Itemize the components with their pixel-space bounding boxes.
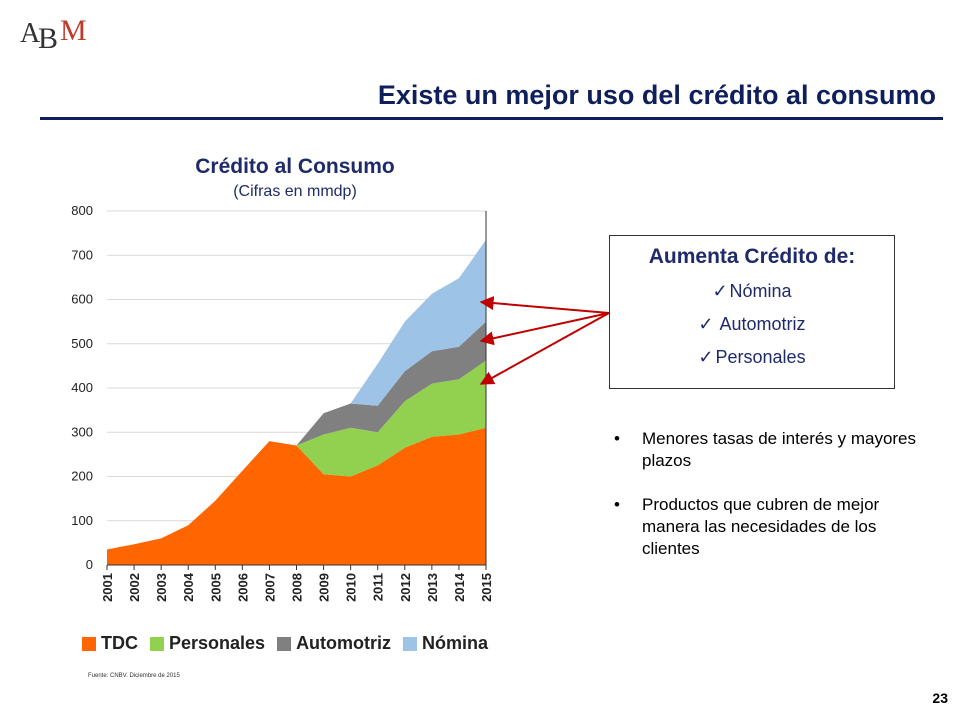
bullet-text: Menores tasas de interés y mayores plazo…	[642, 429, 917, 470]
x-tick-label: 2004	[181, 572, 196, 602]
chart-title: Crédito al Consumo	[195, 155, 395, 178]
legend-label-automotriz: Automotriz	[296, 633, 392, 653]
x-tick-label: 2009	[317, 573, 332, 602]
callout-item-label: Personales	[715, 347, 806, 367]
page-number: 23	[932, 690, 948, 706]
svg-text:M: M	[60, 14, 87, 47]
area-series-tdc	[107, 427, 486, 565]
title-underline	[40, 117, 943, 120]
legend-item-nomina: Nómina	[403, 633, 488, 654]
stacked-area-chart: 0 100 200 300 400 500 600 700 800 2001 2002 2003 200…	[71, 203, 494, 602]
legend-item-automotriz: Automotriz	[277, 633, 391, 654]
x-tick-label: 2015	[479, 573, 494, 602]
bullet-icon: •	[614, 429, 620, 448]
checkmark-icon: ✓	[698, 314, 714, 334]
x-tick-label: 2005	[208, 573, 223, 602]
legend-label-tdc: TDC	[101, 633, 138, 653]
y-tick-label: 400	[71, 380, 93, 395]
y-tick-label: 500	[71, 336, 93, 351]
bullet-list: • Menores tasas de interés y mayores pla…	[614, 428, 934, 582]
svg-text:B: B	[38, 22, 58, 55]
x-tick-label: 2010	[344, 573, 359, 602]
checkmark-icon: ✓	[712, 281, 728, 301]
chart-subtitle: (Cifras en mmdp)	[233, 183, 357, 200]
legend-label-nomina: Nómina	[422, 633, 489, 653]
slide-title: Existe un mejor uso del crédito al consu…	[377, 80, 936, 110]
callout-item-automotriz: ✓ Automotriz	[610, 314, 894, 335]
x-tick-label: 2014	[452, 572, 467, 602]
chart-legend: TDC Personales Automotriz Nómina	[82, 633, 500, 654]
x-tick-label: 2008	[290, 573, 305, 602]
legend-swatch-automotriz	[277, 636, 292, 651]
y-tick-label: 700	[71, 247, 93, 262]
callout-item-label: Automotriz	[715, 314, 806, 334]
legend-swatch-nomina	[403, 636, 418, 651]
callout-item-nomina: ✓ Nómina	[610, 281, 894, 302]
bullet-item: • Menores tasas de interés y mayores pla…	[614, 428, 934, 472]
callout-item-personales: ✓ Personales	[610, 347, 894, 368]
legend-swatch-personales	[150, 636, 164, 651]
callout-item-label: Nómina	[729, 281, 792, 301]
y-tick-label: 100	[71, 513, 93, 528]
x-tick-label: 2003	[154, 573, 169, 602]
checkmark-icon: ✓	[698, 347, 714, 367]
y-tick-label: 600	[71, 292, 93, 307]
x-tick-label: 2002	[127, 573, 142, 602]
x-tick-label: 2013	[425, 573, 440, 602]
bullet-icon: •	[614, 495, 620, 514]
legend-swatch-tdc	[82, 636, 96, 651]
y-tick-label: 200	[71, 469, 93, 484]
x-tick-label: 2011	[371, 573, 386, 601]
y-tick-label: 0	[86, 557, 93, 572]
x-tick-label: 2007	[262, 573, 277, 602]
y-tick-label: 300	[71, 424, 93, 439]
legend-item-tdc: TDC	[82, 633, 138, 654]
x-tick-label: 2006	[235, 573, 250, 602]
x-tick-label: 2001	[100, 573, 115, 602]
callout-title: Aumenta Crédito de:	[648, 245, 856, 268]
legend-item-personales: Personales	[150, 633, 265, 654]
callout-box: Aumenta Crédito de: ✓ Nómina ✓ Automotriz…	[609, 235, 895, 389]
x-tick-label: 2012	[398, 573, 413, 602]
svg-text:A: A	[20, 18, 41, 49]
y-tick-label: 800	[71, 203, 93, 218]
bullet-text: Productos que cubren de mejor manera las…	[642, 495, 880, 558]
bullet-item: • Productos que cubren de mejor manera l…	[614, 494, 934, 560]
source-note: Fuente: CNBV. Diciembre de 2015	[88, 673, 180, 679]
abm-logo: A B M	[18, 8, 98, 58]
legend-label-personales: Personales	[169, 633, 266, 653]
